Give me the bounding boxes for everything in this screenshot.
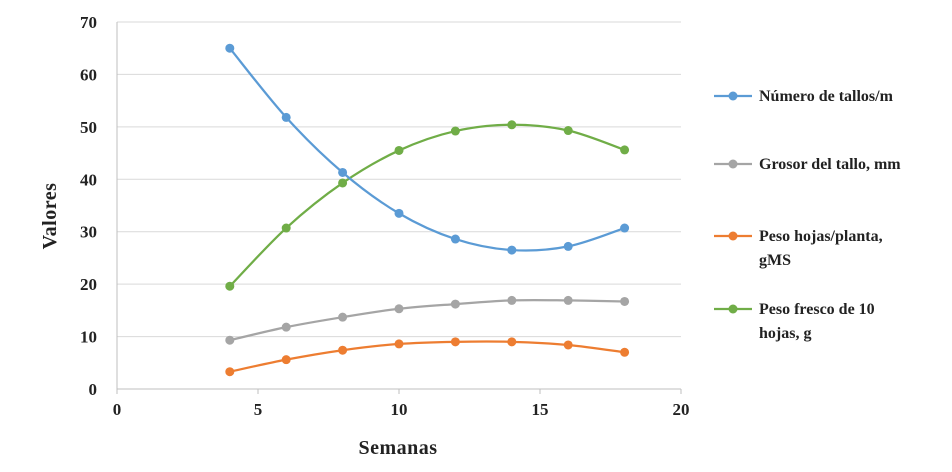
series-line xyxy=(229,298,625,342)
series-0 xyxy=(225,43,630,255)
data-point xyxy=(507,295,517,305)
data-point xyxy=(338,167,348,177)
data-point xyxy=(620,296,630,306)
data-point xyxy=(281,223,291,233)
legend-item: Número de tallos/m xyxy=(714,88,894,105)
y-tick-label: 60 xyxy=(80,65,97,84)
data-point xyxy=(281,112,291,122)
data-point xyxy=(563,340,573,350)
x-axis-title: Semanas xyxy=(358,437,437,459)
series-3 xyxy=(225,120,630,291)
data-point xyxy=(620,145,630,155)
y-tick-label: 30 xyxy=(80,223,97,242)
legend-item: Peso fresco de 10 hojas, g xyxy=(714,301,875,342)
legend-label: Peso hojas/planta, xyxy=(759,228,883,245)
data-point xyxy=(620,223,630,233)
data-point xyxy=(338,312,348,322)
legend-swatch-marker xyxy=(728,304,738,314)
y-tick-label: 40 xyxy=(80,170,97,189)
series-line xyxy=(228,47,625,252)
data-point xyxy=(225,43,235,53)
data-point xyxy=(563,241,573,251)
y-tick-label: 20 xyxy=(80,275,97,294)
gridlines xyxy=(117,21,681,338)
data-point xyxy=(225,281,235,291)
legend-label: hojas, g xyxy=(759,325,811,342)
x-tick-label: 0 xyxy=(113,400,122,419)
data-point xyxy=(394,145,404,155)
y-tick-label: 70 xyxy=(80,13,97,32)
data-point xyxy=(225,335,235,345)
data-point xyxy=(225,367,235,377)
data-point xyxy=(450,299,460,309)
legend: Número de tallos/m Grosor del tallo, mm Pe… xyxy=(714,88,901,342)
x-tick-label: 5 xyxy=(254,400,263,419)
y-tick-label: 50 xyxy=(80,118,97,137)
series-2 xyxy=(225,337,630,377)
legend-item: Grosor del tallo, mm xyxy=(714,156,901,173)
legend-label: Peso fresco de 10 xyxy=(759,301,875,318)
legend-label: gMS xyxy=(759,252,791,269)
data-point xyxy=(394,208,404,218)
data-point xyxy=(281,355,291,365)
legend-swatch-marker xyxy=(728,91,738,101)
legend-label: Número de tallos/m xyxy=(759,88,894,105)
data-point xyxy=(507,120,517,130)
x-tick-label: 10 xyxy=(391,400,408,419)
series-line xyxy=(229,340,625,373)
data-point xyxy=(338,345,348,355)
legend-item: Peso hojas/planta, gMS xyxy=(714,228,883,269)
data-point xyxy=(507,337,517,347)
data-point xyxy=(563,126,573,136)
series-line xyxy=(228,123,625,288)
x-tick-label: 20 xyxy=(673,400,690,419)
data-point xyxy=(450,337,460,347)
y-tick-label: 0 xyxy=(89,380,98,399)
axes xyxy=(116,22,682,394)
data-point xyxy=(507,245,517,255)
legend-swatch-marker xyxy=(728,159,738,169)
data-point xyxy=(394,304,404,314)
tick-labels: 0 5 10 15 20 0 10 20 30 40 50 60 70 xyxy=(80,13,690,419)
series-1 xyxy=(225,295,630,345)
data-point xyxy=(620,347,630,357)
data-point xyxy=(563,295,573,305)
x-tick-label: 15 xyxy=(532,400,549,419)
series-lines xyxy=(225,43,630,377)
data-point xyxy=(394,339,404,349)
legend-swatch-marker xyxy=(728,231,738,241)
data-point xyxy=(338,178,348,188)
legend-label: Grosor del tallo, mm xyxy=(759,156,901,173)
data-point xyxy=(450,126,460,136)
data-point xyxy=(450,234,460,244)
y-tick-label: 10 xyxy=(80,328,97,347)
data-point xyxy=(281,322,291,332)
y-axis-title: Valores xyxy=(39,183,61,250)
